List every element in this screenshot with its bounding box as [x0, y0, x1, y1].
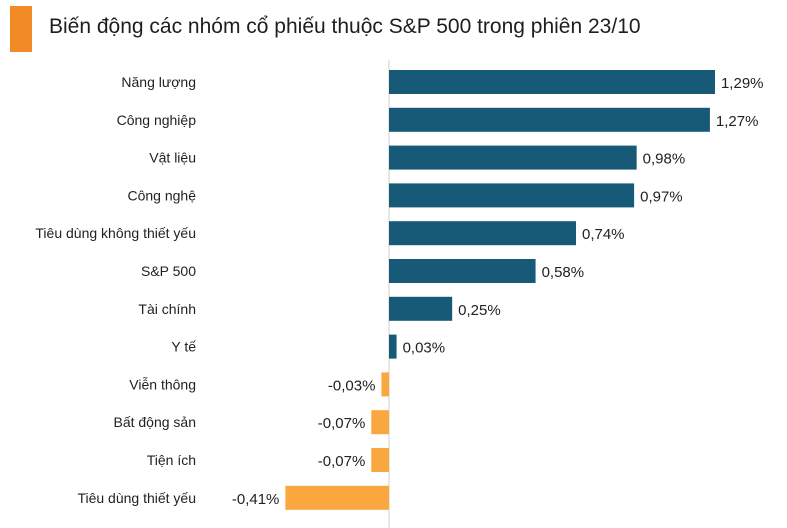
category-label: Tiêu dùng thiết yếu: [77, 490, 196, 506]
category-label: Tài chính: [138, 301, 196, 317]
bar: [371, 448, 389, 472]
bar: [371, 410, 389, 435]
data-label: 0,25%: [458, 302, 501, 319]
category-label: Y tế: [171, 339, 196, 355]
data-label: -0,07%: [318, 453, 366, 470]
title-accent-bar: [10, 6, 32, 52]
bar: [389, 145, 637, 170]
data-label: 0,97%: [640, 188, 683, 205]
chart-title: Biến động các nhóm cổ phiếu thuộc S&P 50…: [49, 15, 641, 38]
data-label: 0,98%: [643, 151, 686, 168]
bar: [389, 70, 715, 94]
bar: [389, 107, 710, 132]
bar: [389, 259, 536, 283]
data-label: -0,41%: [232, 491, 280, 508]
category-label: Năng lượng: [121, 74, 196, 90]
data-label: -0,03%: [328, 377, 376, 394]
category-label: Bất động sản: [113, 414, 196, 430]
category-label: Công nghiệp: [117, 112, 197, 128]
category-label: Viễn thông: [129, 376, 196, 392]
bar: [285, 485, 389, 510]
bar: [381, 372, 389, 397]
data-label: 1,29%: [721, 75, 764, 92]
bar: [389, 334, 397, 359]
category-label: Vật liệu: [149, 150, 196, 166]
data-label: 0,58%: [542, 264, 585, 281]
category-label: S&P 500: [141, 263, 196, 279]
data-label: 0,03%: [403, 340, 446, 357]
bar: [389, 296, 453, 321]
data-label: 1,27%: [716, 113, 759, 130]
category-label: Tiện ích: [147, 452, 196, 468]
data-label: 0,74%: [582, 226, 625, 243]
category-label: Tiêu dùng không thiết yếu: [35, 225, 196, 241]
category-label: Công nghệ: [127, 187, 196, 203]
bar: [389, 183, 635, 208]
data-label: -0,07%: [318, 415, 366, 432]
bar: [389, 221, 576, 246]
